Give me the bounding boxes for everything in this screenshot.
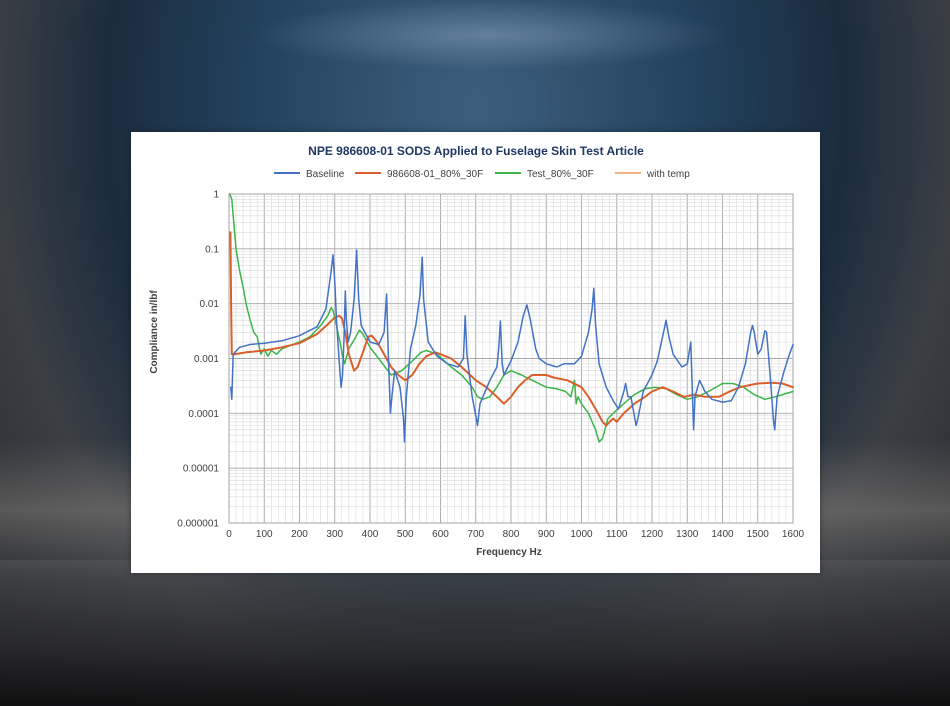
chart-series-layer xyxy=(228,193,794,443)
x-tick-label: 500 xyxy=(397,529,414,540)
x-tick-label: 400 xyxy=(362,529,379,540)
y-tick-label: 0.01 xyxy=(200,299,220,310)
background-band-bottom xyxy=(0,560,950,706)
legend-label: Test_80%_30F xyxy=(527,169,594,180)
y-tick-label: 0.001 xyxy=(194,354,219,365)
y-tick-label: 1 xyxy=(213,190,219,201)
x-tick-label: 1600 xyxy=(782,529,805,540)
y-tick-label: 0.1 xyxy=(205,244,219,255)
x-axis-ticks: 0 100 200 300 400 500 600 700 800 900 1000 1100 1200… xyxy=(226,529,804,540)
plot-area-border xyxy=(228,193,794,524)
chart-svg: NPE 986608-01 SODS Applied to Fuselage S… xyxy=(149,144,805,558)
x-tick-label: 1200 xyxy=(641,529,664,540)
series-line-3 xyxy=(228,193,794,443)
x-tick-label: 1500 xyxy=(747,529,770,540)
background-glow xyxy=(250,0,730,70)
x-tick-label: 1000 xyxy=(570,529,593,540)
legend-label: 986608-01_80%_30F xyxy=(387,169,483,180)
x-tick-label: 200 xyxy=(291,529,308,540)
x-tick-label: 700 xyxy=(467,529,484,540)
series-line-2 xyxy=(229,231,794,427)
x-tick-label: 1400 xyxy=(711,529,734,540)
x-tick-label: 0 xyxy=(226,529,232,540)
y-tick-label: 0.00001 xyxy=(183,464,220,475)
chart-title: NPE 986608-01 SODS Applied to Fuselage S… xyxy=(308,144,644,158)
x-tick-label: 1300 xyxy=(676,529,699,540)
x-tick-label: 600 xyxy=(432,529,449,540)
x-tick-label: 100 xyxy=(256,529,273,540)
chart-card: NPE 986608-01 SODS Applied to Fuselage S… xyxy=(131,132,820,573)
x-tick-label: 1100 xyxy=(606,529,628,540)
y-tick-label: 0.0001 xyxy=(188,409,219,420)
chart-grid xyxy=(228,193,794,524)
x-tick-label: 800 xyxy=(503,529,520,540)
x-tick-label: 300 xyxy=(326,529,343,540)
x-axis-label: Frequency Hz xyxy=(476,547,542,558)
legend-label: with temp xyxy=(646,169,690,180)
y-axis-label: Compliance in/lbf xyxy=(149,290,160,374)
series-line-1 xyxy=(230,249,794,443)
x-tick-label: 900 xyxy=(538,529,555,540)
chart-legend: Baseline 986608-01_80%_30F Test_80%_30F wit… xyxy=(274,169,690,180)
y-tick-label: 0.000001 xyxy=(177,519,219,530)
y-axis-ticks: 1 0.1 0.01 0.001 0.0001 0.00001 0.000001 xyxy=(177,190,219,530)
legend-label: Baseline xyxy=(306,169,345,180)
